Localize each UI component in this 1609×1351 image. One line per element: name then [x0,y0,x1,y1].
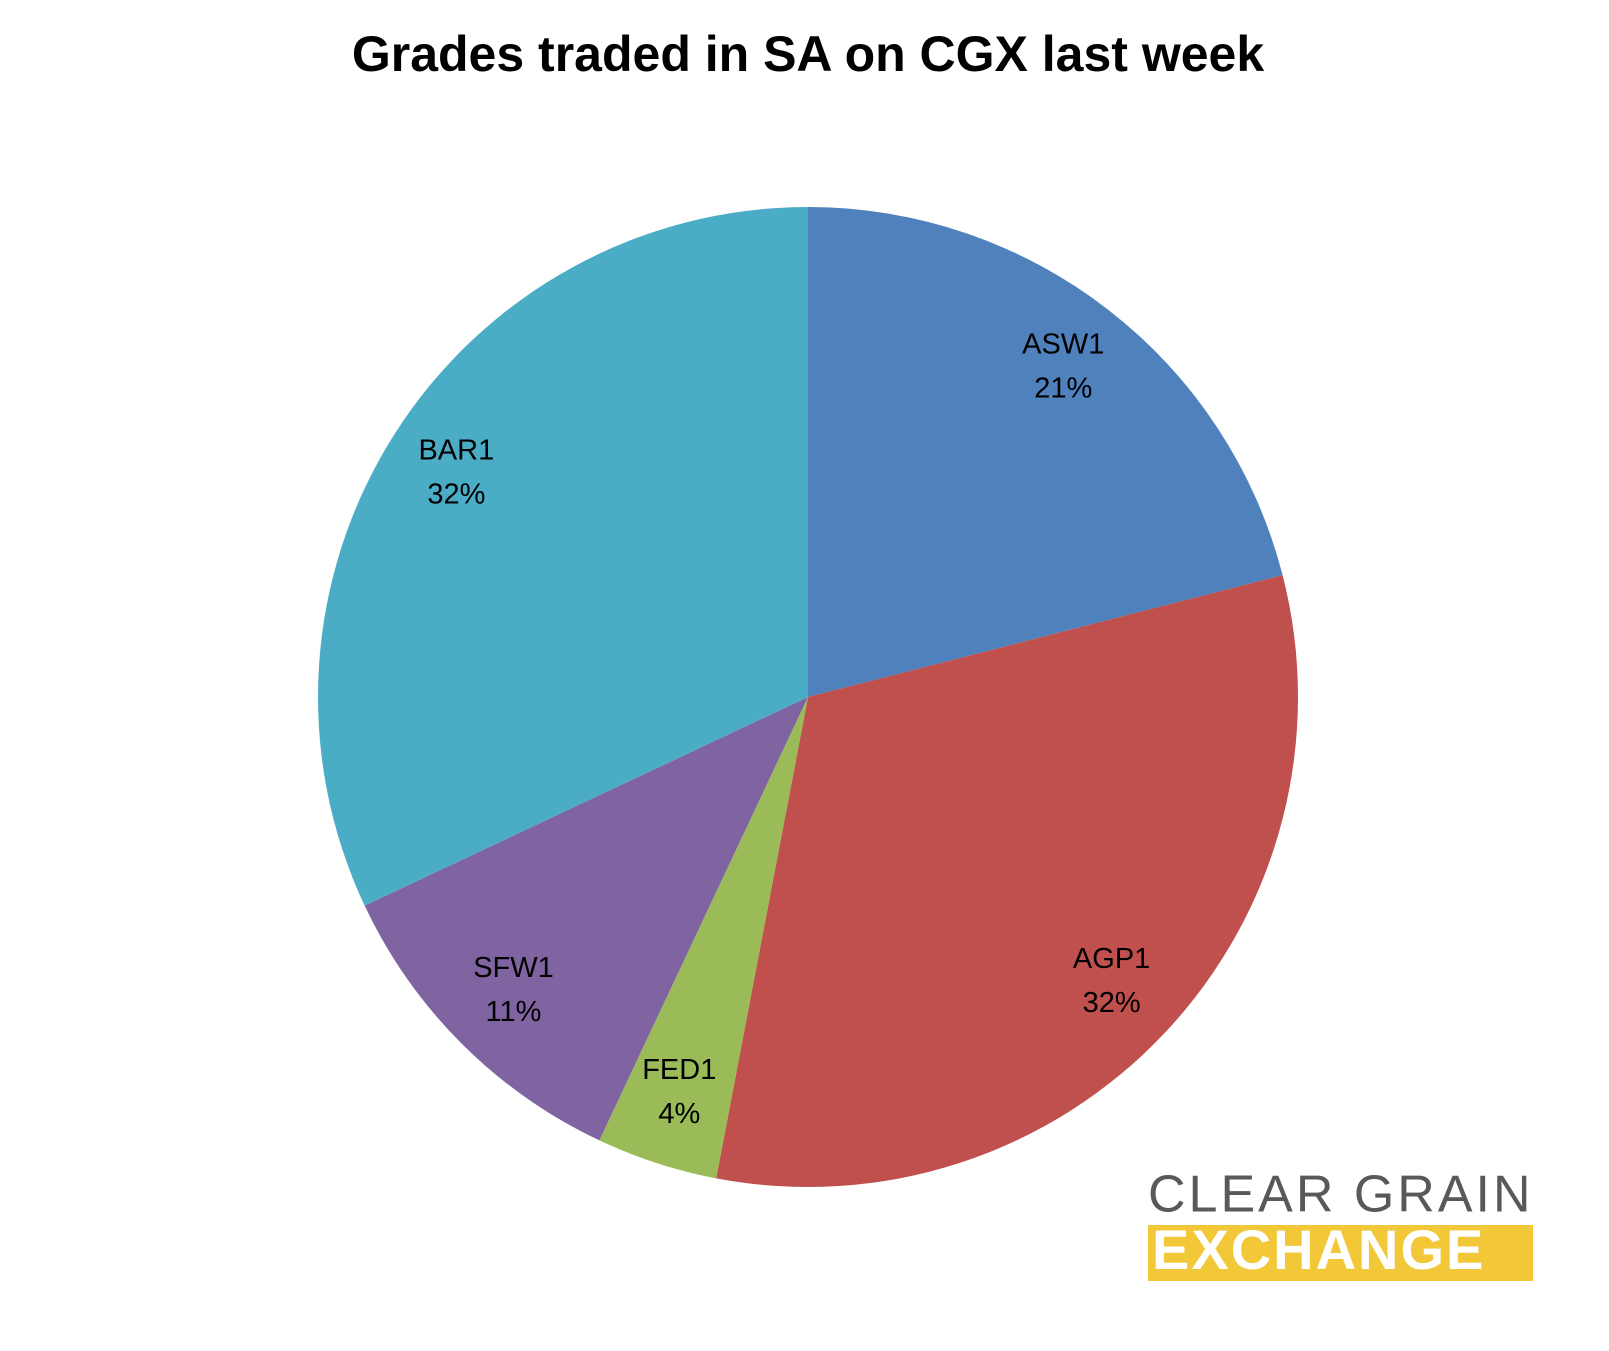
pie-slice [364,697,808,1141]
slice-category: BAR1 [418,434,494,466]
logo-band [1148,1225,1533,1281]
slice-category: SFW1 [473,952,554,984]
labels: ASW1 21% AGP1 32% FED1 4% SFW1 11% BAR1 32% [418,329,1150,1130]
pie-slice [317,206,808,906]
pie-slice [716,575,1298,1188]
slice-value-label: 32% [427,478,485,510]
slice-value-label: 4% [658,1098,700,1130]
slice-value-label: 11% [486,996,542,1028]
slice-category: FED1 [642,1054,716,1086]
slice-category: AGP1 [1073,943,1150,975]
chart-title: Grades traded in SA on CGX last week [352,26,1264,82]
slice-value-label: 21% [1034,373,1092,405]
pie-slice [808,207,1283,697]
pie [317,206,1298,1188]
pie-slice [599,697,808,1179]
slice-value-label: 32% [1083,987,1141,1019]
logo-line2: EXCHANGE [1152,1218,1485,1281]
logo-line1: CLEAR GRAIN [1148,1166,1534,1224]
slice-category: ASW1 [1022,329,1104,361]
